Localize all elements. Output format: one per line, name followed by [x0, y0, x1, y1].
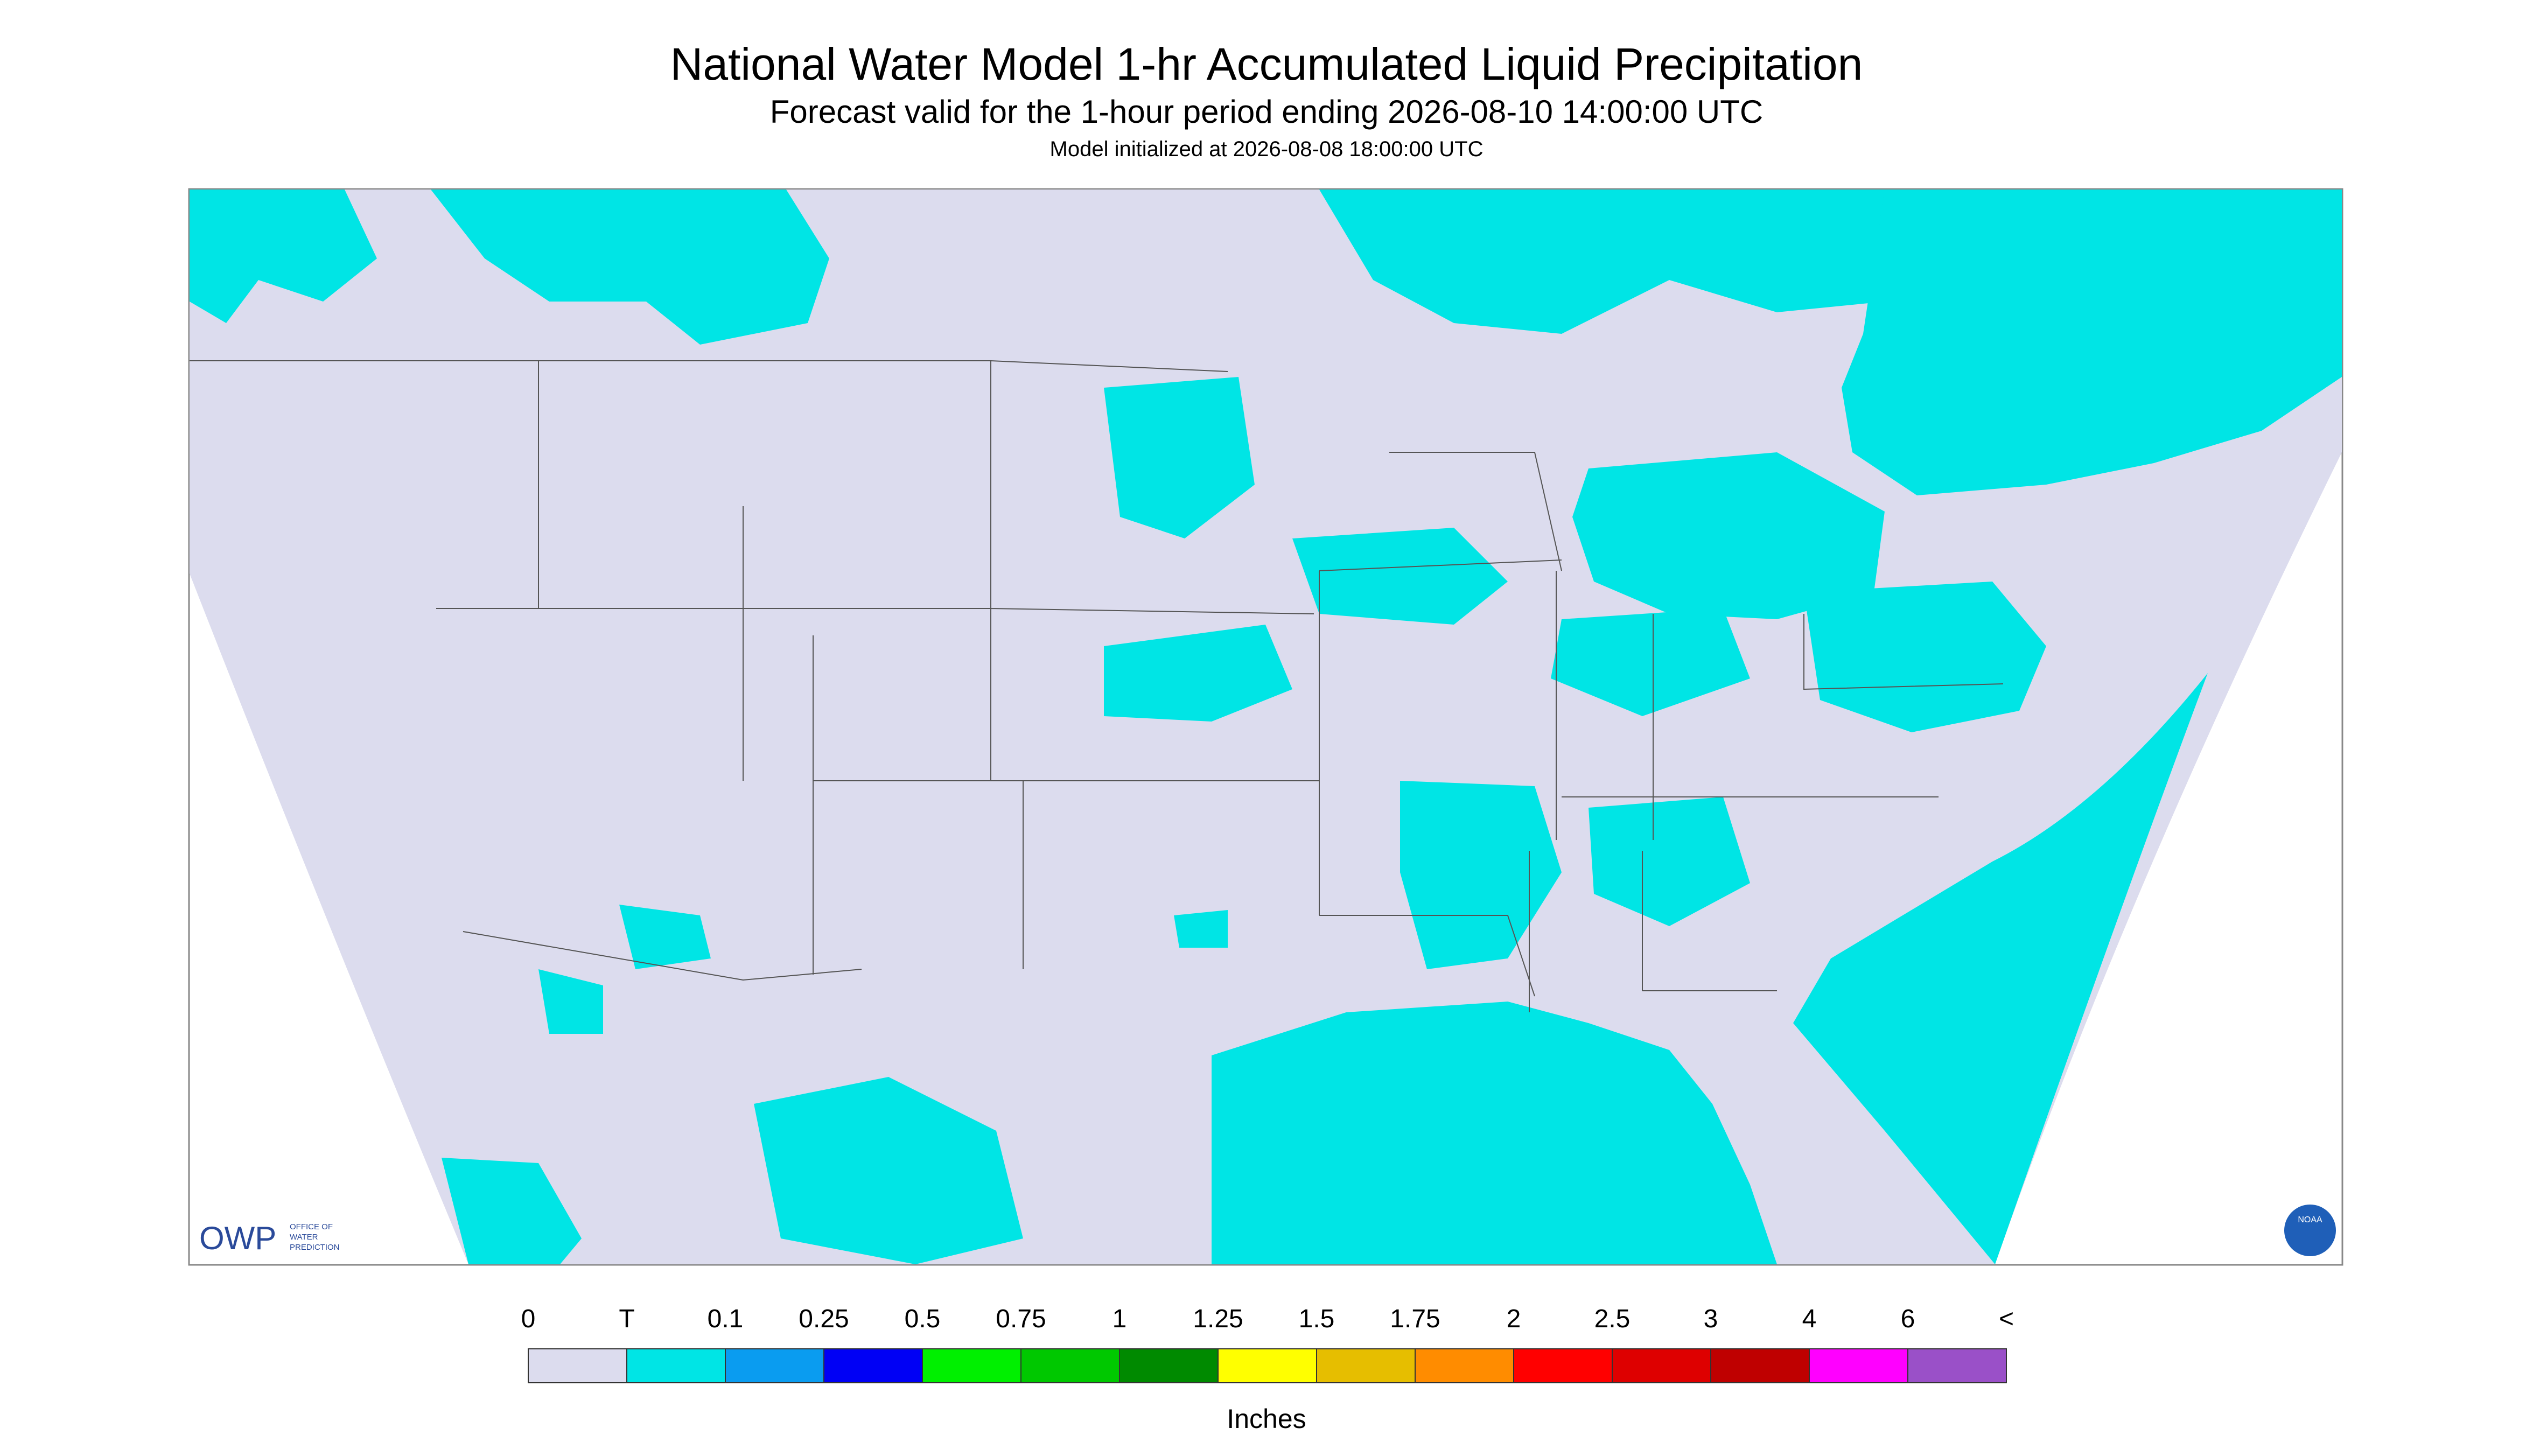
owp-logo-text: OFFICE OF [290, 1222, 333, 1231]
legend-swatch [1907, 1348, 2007, 1383]
legend-swatch [1316, 1348, 1416, 1383]
legend-label: 1 [1112, 1305, 1127, 1333]
legend-label: 0 [521, 1305, 536, 1333]
domain [190, 190, 2342, 1264]
legend-swatch [528, 1348, 627, 1383]
legend-swatch [1513, 1348, 1613, 1383]
legend-label: 1.5 [1299, 1305, 1335, 1333]
legend-swatch [1020, 1348, 1120, 1383]
legend-swatch [1809, 1348, 1908, 1383]
legend-unit: Inches [1227, 1404, 1306, 1434]
legend-label: 0.25 [799, 1305, 849, 1333]
legend-swatch [725, 1348, 824, 1383]
init-time: Model initialized at 2026-08-08 18:00:00… [1050, 137, 1484, 161]
legend-swatch [1415, 1348, 1514, 1383]
legend-label: 2.5 [1594, 1305, 1631, 1333]
legend-swatch [922, 1348, 1021, 1383]
owp-logo: OWP [199, 1220, 276, 1256]
noaa-logo-text: NOAA [2298, 1215, 2322, 1224]
legend-swatch [1217, 1348, 1317, 1383]
legend-label: 2 [1507, 1305, 1521, 1333]
legend-swatch [1612, 1348, 1711, 1383]
legend-label: 0.75 [996, 1305, 1046, 1333]
legend-label: 1.75 [1390, 1305, 1440, 1333]
legend-swatch [1119, 1348, 1219, 1383]
owp-logo-text: WATER [290, 1233, 318, 1242]
legend-label: 1.25 [1193, 1305, 1243, 1333]
subtitle: Forecast valid for the 1-hour period end… [770, 94, 1763, 130]
map: OWP OFFICE OF WATER PREDICTION NOAA [188, 188, 2343, 1266]
legend-label: 4 [1802, 1305, 1817, 1333]
legend-swatch [626, 1348, 726, 1383]
legend-swatch [1710, 1348, 1810, 1383]
legend-label: 3 [1704, 1305, 1718, 1333]
title: National Water Model 1-hr Accumulated Li… [670, 39, 1863, 89]
legend-label: T [619, 1305, 634, 1333]
owp-logo-text: PREDICTION [290, 1243, 340, 1252]
legend: 0 T 0.1 0.25 0.5 0.75 1 1.25 1.5 1.75 2 2.5 3 4 6 < [521, 1305, 2014, 1383]
state-borders [190, 360, 2004, 1012]
precip-areas [190, 190, 2342, 1264]
noaa-logo [2284, 1205, 2336, 1256]
legend-label: 6 [1901, 1305, 1915, 1333]
legend-label: 0.5 [905, 1305, 941, 1333]
legend-swatch [823, 1348, 923, 1383]
legend-label: 0.1 [708, 1305, 744, 1333]
legend-label: < [1999, 1305, 2014, 1333]
